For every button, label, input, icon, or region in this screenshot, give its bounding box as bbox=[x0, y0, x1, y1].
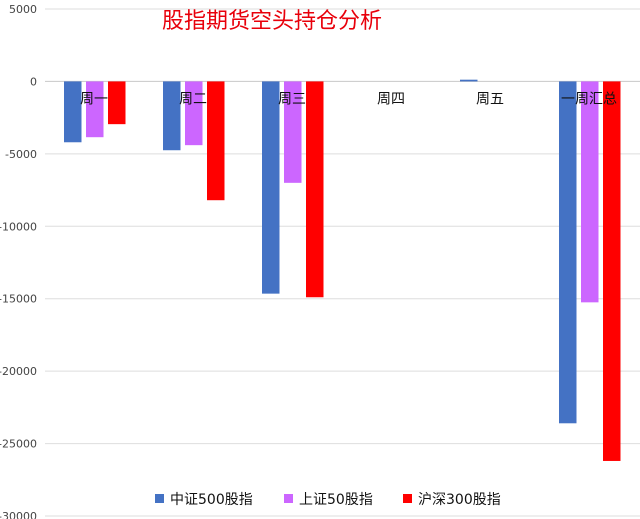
bar bbox=[581, 81, 599, 303]
bar bbox=[163, 81, 181, 151]
bar bbox=[262, 81, 280, 294]
legend-swatch bbox=[284, 494, 293, 503]
bar bbox=[185, 81, 203, 146]
bar bbox=[306, 81, 324, 298]
legend-label: 中证500股指 bbox=[170, 492, 253, 508]
category-label: 周一 bbox=[80, 91, 108, 107]
bar bbox=[284, 81, 302, 183]
bar bbox=[559, 81, 577, 424]
bar bbox=[207, 81, 225, 201]
category-labels: 周一 周二 周三 周四 周五 一周汇总 bbox=[80, 91, 617, 107]
y-tick-label: -30000 bbox=[0, 510, 37, 519]
bar bbox=[86, 81, 104, 138]
legend-swatch bbox=[403, 494, 412, 503]
y-tick-label: -10000 bbox=[0, 220, 37, 233]
chart-title: 股指期货空头持仓分析 bbox=[162, 9, 382, 34]
y-tick-label: 0 bbox=[30, 75, 37, 88]
y-tick-label: 5000 bbox=[9, 3, 37, 16]
y-tick-label: -25000 bbox=[0, 438, 37, 451]
grid-lines bbox=[45, 8, 640, 517]
legend: 中证500股指 上证50股指 沪深300股指 bbox=[155, 492, 501, 508]
category-label: 周四 bbox=[377, 91, 405, 107]
legend-label: 上证50股指 bbox=[299, 492, 373, 508]
bars bbox=[64, 79, 621, 461]
legend-label: 沪深300股指 bbox=[418, 492, 501, 508]
y-tick-label: -5000 bbox=[5, 148, 37, 161]
category-label: 周三 bbox=[278, 91, 306, 107]
y-tick-label: -20000 bbox=[0, 365, 37, 378]
bar bbox=[460, 79, 478, 82]
category-label: 周五 bbox=[476, 91, 504, 107]
bar bbox=[64, 81, 82, 143]
legend-swatch bbox=[155, 494, 164, 503]
bar bbox=[108, 81, 126, 125]
y-axis-ticks: 5000 0 -5000 -10000 -15000 -20000 -25000 -30000 bbox=[0, 3, 37, 519]
y-tick-label: -15000 bbox=[0, 293, 37, 306]
bar bbox=[603, 81, 621, 461]
category-label: 周二 bbox=[179, 91, 207, 107]
category-label: 一周汇总 bbox=[561, 91, 617, 107]
